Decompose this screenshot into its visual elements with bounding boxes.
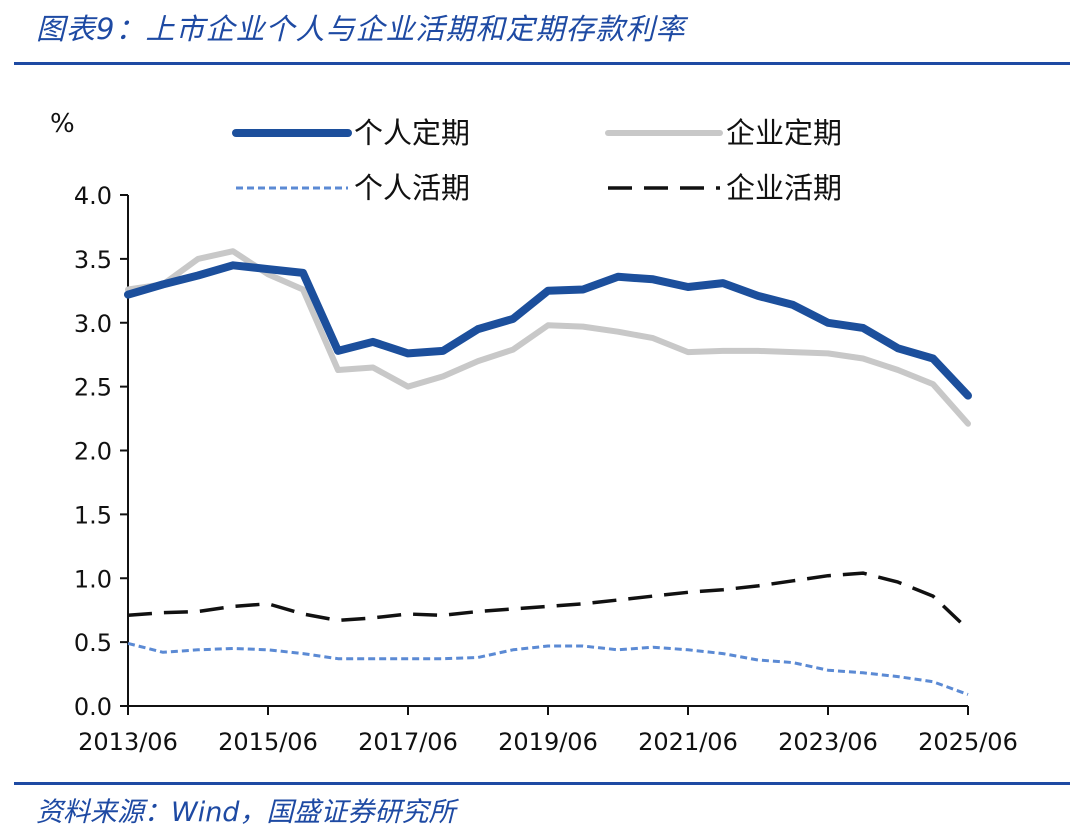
page-title: 图表9：上市企业个人与企业活期和定期存款利率 xyxy=(36,12,686,46)
y-tick-label: 3.5 xyxy=(74,246,112,274)
legend-label: 个人定期 xyxy=(354,116,470,150)
y-tick-label: 0.5 xyxy=(74,629,112,657)
x-tick-label: 2019/06 xyxy=(498,728,598,756)
legend-label: 个人活期 xyxy=(354,171,470,205)
y-tick-label: 0.0 xyxy=(74,693,112,721)
series-line-3 xyxy=(127,641,969,696)
x-tick-label: 2013/06 xyxy=(78,728,178,756)
y-tick-label: 1.0 xyxy=(74,565,112,593)
x-tick-label: 2025/06 xyxy=(918,728,1018,756)
x-tick-label: 2015/06 xyxy=(218,728,318,756)
y-tick-label: 1.5 xyxy=(74,501,112,529)
x-tick-label: 2021/06 xyxy=(638,728,738,756)
y-tick-label: 3.0 xyxy=(74,310,112,338)
footer-divider xyxy=(14,782,1070,785)
ticks-layer: 0.0 0.5 1.0 1.5 2.0 2.5 3.0 3.5 4.0 2013/06 2015/0… xyxy=(74,182,1018,756)
source-note: 资料来源：Wind，国盛证券研究所 xyxy=(36,797,456,828)
axes xyxy=(127,195,968,707)
legend-label: 企业定期 xyxy=(726,116,842,150)
y-tick-label: 4.0 xyxy=(74,182,112,210)
line-chart: 0.0 0.5 1.0 1.5 2.0 2.5 3.0 3.5 4.0 2013/06 2015/0… xyxy=(50,109,1018,756)
title-divider xyxy=(14,62,1070,65)
y-tick-label: 2.0 xyxy=(74,438,112,466)
series-layer xyxy=(124,248,972,696)
series-line-4 xyxy=(127,571,970,631)
x-tick-label: 2023/06 xyxy=(778,728,878,756)
legend-label: 企业活期 xyxy=(726,171,842,205)
y-tick-label: 2.5 xyxy=(74,374,112,402)
series-line-2 xyxy=(125,248,971,427)
x-tick-label: 2017/06 xyxy=(358,728,458,756)
y-axis-label: % xyxy=(50,109,75,139)
series-line-1 xyxy=(124,261,972,400)
